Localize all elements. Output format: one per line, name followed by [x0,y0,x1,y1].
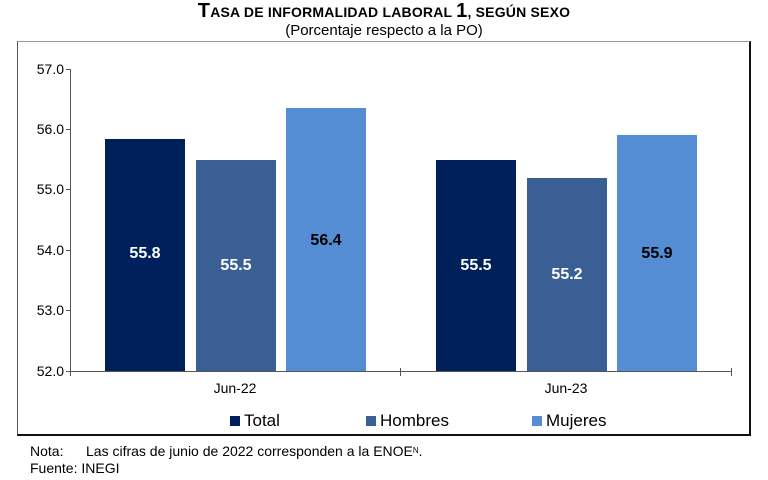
bar-jun22-hombres: 55.5 [196,160,276,371]
source-note: Fuente: INEGI [30,460,120,476]
bar-value-label: 55.9 [641,245,673,262]
legend-label: Total [244,411,280,430]
note-text: Las cifras de junio de 2022 corresponden… [86,443,413,459]
bar-jun23-mujeres: 55.9 [617,135,697,371]
legend: Total Hombres Mujeres [0,411,768,431]
y-tick [66,310,71,311]
y-tick-label: 54.0 [36,242,64,258]
x-tick [731,368,732,376]
note-superscript: N [412,446,419,455]
y-tick [66,250,71,251]
x-category-label: Jun-22 [213,380,257,396]
chart-subtitle: (Porcentaje respecto a la PO) [285,22,483,39]
legend-swatch-icon [366,416,376,426]
bar-value-label: 56.4 [310,232,342,249]
bar-value-label: 55.5 [220,257,252,274]
bar-value-label: 55.5 [460,257,492,274]
bar-jun23-hombres: 55.2 [527,178,607,371]
chart-frame [17,41,751,436]
y-tick-label: 52.0 [36,363,64,379]
bar-jun22-mujeres: 56.4 [286,108,366,371]
y-tick-label: 56.0 [36,121,64,137]
bar-value-label: 55.2 [551,266,583,283]
title-part2: , SEGÚN SEXO [467,4,571,20]
legend-swatch-icon [230,416,240,426]
y-tick [66,129,71,130]
footnote: Nota: Las cifras de junio de 2022 corresp… [30,443,423,460]
x-category-label: Jun-23 [544,380,588,396]
y-tick [66,69,71,70]
chart-title: TASA DE INFORMALIDAD LABORAL 1, SEGÚN SE… [0,0,768,23]
legend-swatch-icon [532,416,542,426]
bar-value-label: 55.8 [129,245,161,262]
bar-jun23-total: 55.5 [436,160,516,371]
y-tick-label: 53.0 [36,302,64,318]
note-label: Nota: [30,443,64,459]
legend-label: Hombres [380,411,449,430]
y-tick [66,189,71,190]
y-tick [66,371,71,372]
title-initial: T [197,0,211,22]
y-tick-label: 55.0 [36,181,64,197]
y-axis [70,69,71,371]
legend-item-total: Total [230,411,280,431]
title-number: 1 [456,0,468,22]
x-axis [70,371,732,372]
x-tick [400,368,401,376]
bar-jun22-total: 55.8 [105,139,185,371]
legend-item-mujeres: Mujeres [532,411,606,431]
title-part1: ASA DE INFORMALIDAD LABORAL [210,4,457,20]
legend-item-hombres: Hombres [366,411,449,431]
note-end: . [418,443,423,459]
legend-label: Mujeres [546,411,607,430]
x-tick [70,368,71,376]
y-tick-label: 57.0 [36,61,64,77]
